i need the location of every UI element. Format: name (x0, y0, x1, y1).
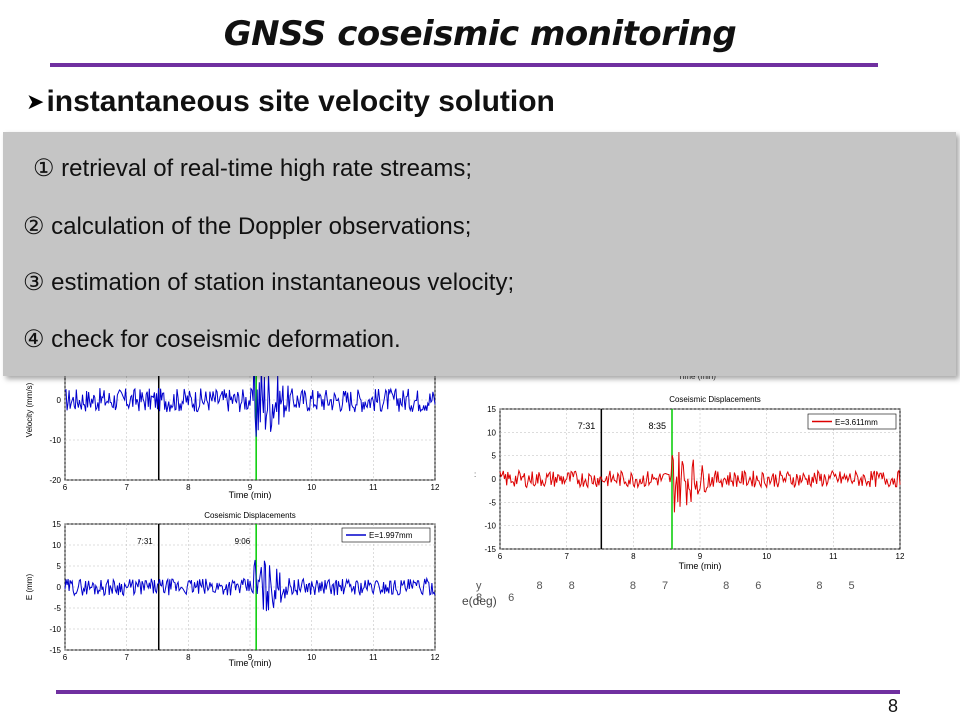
displacement-series-line (64, 559, 436, 612)
marker-label-black: 7:31 (578, 421, 596, 431)
x-tick-label: 6 (63, 483, 68, 492)
x-tick-label: 6 (498, 552, 503, 561)
y-tick-label: 15 (52, 520, 61, 529)
footer-divider (56, 690, 900, 694)
x-tick-label: 11 (829, 552, 838, 561)
page-number: 8 (888, 696, 899, 716)
y-tick-label: 0 (57, 583, 62, 592)
y-axis-label: E (mm) (25, 574, 34, 601)
title-divider (50, 63, 878, 67)
x-tick-label: 9 (248, 653, 253, 662)
x-tick-label: 6 (63, 653, 68, 662)
x-tick-label: 10 (307, 653, 316, 662)
y-tick-label: 5 (57, 562, 62, 571)
y-tick-label: -5 (489, 498, 497, 507)
grid (499, 408, 901, 550)
x-tick-label: 8 (186, 653, 191, 662)
legend: E=1.997mm (341, 527, 431, 543)
x-tick-label: 7 (124, 653, 129, 662)
steps-box: ① retrieval of real-time high rate strea… (3, 132, 956, 376)
page-title: GNSS coseismic monitoring (223, 14, 737, 54)
chart-title: Coseismic Displacements (204, 511, 296, 520)
x-tick-label: 12 (896, 552, 905, 561)
x-tick-label: 12 (431, 483, 440, 492)
y-tick-label: 5 (492, 452, 497, 461)
x-tick-label: 12 (431, 653, 440, 662)
y-tick-label: -15 (49, 646, 61, 655)
chart-title: Coseismic Displacements (669, 395, 761, 404)
y-tick-label: 15 (487, 405, 496, 414)
chart-top-caption: Time (min) (678, 372, 716, 381)
step-1: ① retrieval of real-time high rate strea… (33, 155, 472, 182)
y-tick-label: -10 (49, 625, 61, 634)
x-tick-label: 7 (124, 483, 129, 492)
x-tick-label: 10 (762, 552, 771, 561)
x-tick-label: 9 (248, 483, 253, 492)
x-tick-label: 7 (564, 552, 569, 561)
partial-axis-label: e(deg) (462, 594, 497, 608)
marker-label-green: 8:35 (648, 421, 666, 431)
y-axis-label: Velocity (mm/s) (25, 382, 34, 437)
y-tick-label: -5 (54, 604, 62, 613)
y-tick-label: 10 (52, 541, 61, 550)
y-tick-label: 0 (57, 396, 62, 405)
step-4: ④ check for coseismic deformation. (23, 326, 401, 353)
x-axis-label: Time (min) (679, 561, 722, 571)
legend: E=3.611mm (807, 413, 897, 430)
x-tick-label: 8 (631, 552, 636, 561)
chart-right-displacement: Coseismic Displacements 6 7 8 9 10 11 12 15 10 5… (484, 395, 905, 571)
legend-label: E=1.997mm (369, 531, 413, 540)
x-tick-label: 8 (186, 483, 191, 492)
marker-label-green: 9:06 (235, 537, 251, 546)
subtitle-row: ➤ instantaneous site velocity solution (26, 82, 555, 122)
step-2: ② calculation of the Doppler observation… (23, 213, 472, 240)
y-tick-label: -15 (484, 545, 496, 554)
y-tick-label: -10 (49, 436, 61, 445)
x-tick-label: 10 (307, 483, 316, 492)
chart-left-displacement: Coseismic Displacements 6 7 8 9 10 11 12 15 10 5… (25, 511, 440, 668)
legend-label: E=3.611mm (835, 418, 878, 427)
arrow-bullet-icon: ➤ (26, 89, 45, 114)
marker-label-black: 7:31 (137, 537, 153, 546)
x-tick-label: 11 (369, 653, 378, 662)
y-tick-label: 10 (487, 428, 496, 437)
x-axis-label: Time (min) (229, 658, 272, 668)
subtitle: instantaneous site velocity solution (46, 85, 555, 118)
step-3: ③ estimation of station instantaneous ve… (23, 269, 515, 296)
y-tick-label: 0 (492, 475, 497, 484)
y-tick-label: -20 (49, 476, 61, 485)
velocity-series-line (64, 349, 436, 437)
x-tick-label: 9 (698, 552, 703, 561)
y-tick-label: -10 (484, 522, 496, 531)
partial-side-tick: : (474, 470, 477, 479)
partial-axis-ticks: y 88 87 86 85 86 (476, 580, 881, 604)
x-axis-label: Time (min) (229, 490, 272, 500)
displacement-series-line (499, 451, 901, 513)
x-tick-label: 11 (369, 483, 378, 492)
